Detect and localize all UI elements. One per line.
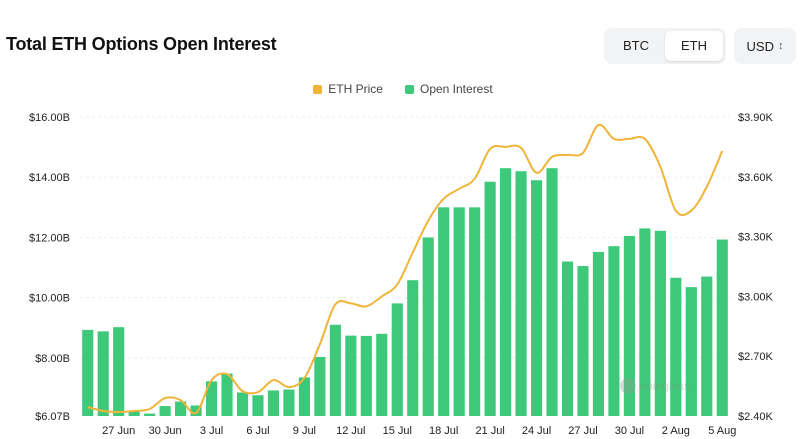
legend-swatch-eth-price xyxy=(313,84,323,94)
bar-open-interest xyxy=(252,395,264,416)
bar-open-interest xyxy=(500,168,512,416)
line-eth-price xyxy=(87,123,724,415)
bar-open-interest xyxy=(97,331,109,416)
legend-label-eth-price: ETH Price xyxy=(328,82,383,96)
bar-open-interest xyxy=(685,287,697,416)
bar-open-interest xyxy=(314,356,326,416)
page-title: Total ETH Options Open Interest xyxy=(6,34,277,54)
bar-open-interest xyxy=(376,333,388,416)
y-left-tick-label: $10.00B xyxy=(29,293,70,305)
bar-open-interest xyxy=(592,251,605,416)
asset-option-eth[interactable]: ETH xyxy=(665,31,723,61)
y-left-tick-label: $6.07B xyxy=(35,411,70,423)
bar-open-interest xyxy=(515,171,527,416)
watermark-text: coinglass xyxy=(640,379,691,393)
y-right-tick-label: $3.30K xyxy=(738,232,774,244)
bar-open-interest xyxy=(716,239,728,416)
x-tick-label: 21 Jul xyxy=(475,425,504,437)
bar-open-interest xyxy=(623,235,635,416)
bar-open-interest xyxy=(329,324,341,416)
bar-open-interest xyxy=(267,390,280,416)
legend-label-open-interest: Open Interest xyxy=(419,82,493,96)
watermark: coinglass xyxy=(620,378,690,394)
bar-open-interest xyxy=(422,237,434,416)
bar-open-interest xyxy=(144,413,156,416)
x-tick-label: 3 Jul xyxy=(200,425,223,437)
bar-open-interest xyxy=(530,180,543,416)
bar-open-interest xyxy=(438,207,450,416)
bar-open-interest xyxy=(82,329,94,416)
y-left-tick-label: $12.00B xyxy=(29,232,70,244)
y-right-tick-label: $2.70K xyxy=(738,351,774,363)
x-tick-label: 27 Jul xyxy=(568,425,597,437)
asset-toggle: BTC ETH xyxy=(604,28,726,64)
bar-open-interest xyxy=(577,266,589,416)
bar-open-interest xyxy=(670,277,682,416)
x-tick-label: 9 Jul xyxy=(293,425,316,437)
bar-open-interest xyxy=(701,276,713,416)
y-left-tick-label: $8.00B xyxy=(35,353,70,365)
bar-open-interest xyxy=(283,389,295,416)
bar-open-interest xyxy=(159,406,171,416)
bar-open-interest xyxy=(190,405,202,416)
bar-open-interest xyxy=(128,410,140,416)
bar-open-interest xyxy=(391,303,403,416)
x-tick-label: 18 Jul xyxy=(429,425,458,437)
bar-open-interest xyxy=(469,207,481,416)
x-tick-label: 6 Jul xyxy=(246,425,269,437)
currency-select[interactable]: USD ↕ xyxy=(734,28,796,64)
y-left-tick-label: $14.00B xyxy=(29,172,70,184)
bar-open-interest xyxy=(113,327,125,416)
x-tick-label: 24 Jul xyxy=(522,425,551,437)
bar-open-interest xyxy=(175,401,187,416)
x-tick-label: 30 Jun xyxy=(149,425,182,437)
y-right-tick-label: $3.90K xyxy=(738,112,774,124)
bar-open-interest xyxy=(298,377,310,416)
bar-open-interest xyxy=(453,207,465,416)
coinglass-logo-icon xyxy=(620,378,636,394)
bar-open-interest xyxy=(484,181,496,416)
legend-item-eth-price[interactable]: ETH Price xyxy=(313,82,383,96)
y-right-tick-label: $2.40K xyxy=(738,411,774,423)
bar-open-interest xyxy=(654,230,666,416)
legend-swatch-open-interest xyxy=(404,84,414,94)
bar-open-interest xyxy=(221,373,233,416)
x-tick-label: 5 Aug xyxy=(708,425,736,437)
bar-open-interest xyxy=(360,335,372,416)
y-right-tick-label: $3.00K xyxy=(738,291,774,303)
y-right-tick-label: $3.60K xyxy=(738,172,774,184)
bar-open-interest xyxy=(561,261,574,416)
bar-open-interest xyxy=(546,168,558,416)
chart-legend: ETH Price Open Interest xyxy=(0,82,800,96)
bar-open-interest xyxy=(236,392,249,416)
x-tick-label: 27 Jun xyxy=(102,425,135,437)
x-tick-label: 15 Jul xyxy=(383,425,412,437)
legend-item-open-interest[interactable]: Open Interest xyxy=(404,82,493,96)
y-left-tick-label: $16.00B xyxy=(29,112,70,124)
x-tick-label: 12 Jul xyxy=(336,425,365,437)
chevron-up-down-icon: ↕ xyxy=(777,39,784,52)
x-tick-label: 2 Aug xyxy=(662,425,690,437)
x-tick-label: 30 Jul xyxy=(615,425,644,437)
bar-open-interest xyxy=(205,381,218,416)
asset-option-btc[interactable]: BTC xyxy=(623,38,649,53)
bar-open-interest xyxy=(407,280,419,416)
currency-label: USD xyxy=(746,38,774,54)
bar-open-interest xyxy=(345,335,357,416)
bar-open-interest xyxy=(608,246,620,416)
bar-open-interest xyxy=(639,228,651,416)
